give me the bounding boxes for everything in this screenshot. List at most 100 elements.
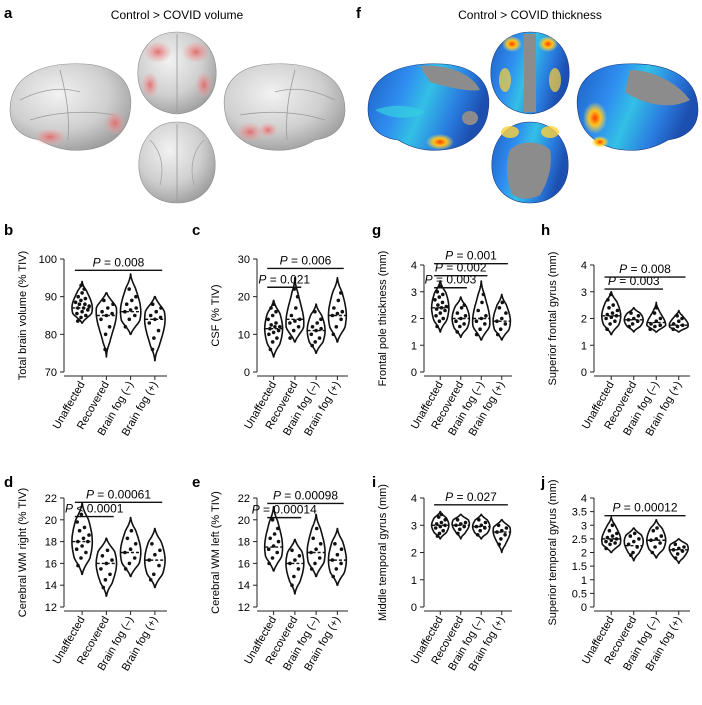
- data-point: [652, 311, 657, 315]
- data-point: [333, 542, 337, 546]
- y-tick-label: 16: [45, 558, 57, 570]
- data-point: [77, 302, 82, 307]
- data-point: [614, 537, 619, 541]
- brain-dorsal-colored: [491, 121, 569, 204]
- data-point: [653, 324, 657, 329]
- data-point: [483, 520, 488, 525]
- data-point: [147, 558, 151, 562]
- data-point: [478, 528, 483, 533]
- y-tick-label: 30: [238, 254, 250, 266]
- data-point: [76, 563, 80, 568]
- data-point: [271, 302, 276, 307]
- data-point: [157, 563, 161, 568]
- data-point: [271, 544, 276, 548]
- data-point: [270, 556, 275, 560]
- violin-j-3: [668, 538, 690, 565]
- data-point: [108, 572, 112, 577]
- y-tick-label: 80: [45, 329, 57, 341]
- data-point: [330, 313, 335, 318]
- data-point: [632, 531, 637, 536]
- data-point: [84, 313, 88, 318]
- brain-lateral-right-colored: [576, 63, 699, 151]
- data-point: [76, 319, 80, 323]
- data-point: [459, 306, 464, 310]
- data-point: [434, 522, 439, 526]
- data-point: [631, 550, 635, 555]
- data-point: [673, 556, 678, 560]
- data-point: [152, 336, 156, 340]
- data-point: [455, 311, 460, 315]
- data-point: [604, 546, 608, 551]
- data-point: [309, 332, 314, 337]
- y-tick-label: 0: [581, 602, 587, 614]
- data-point: [611, 303, 615, 307]
- y-tick-label: 2: [411, 314, 417, 326]
- data-point: [123, 325, 128, 329]
- brain-lateral-right-gray: [223, 63, 346, 151]
- data-point: [77, 528, 82, 533]
- data-point: [127, 561, 132, 566]
- data-point: [483, 322, 487, 326]
- data-point: [270, 518, 275, 522]
- data-point: [290, 583, 294, 587]
- data-point: [331, 332, 336, 337]
- data-point: [270, 313, 275, 318]
- data-point: [86, 539, 90, 544]
- data-point: [87, 304, 91, 308]
- y-tick-label: 0: [411, 602, 417, 614]
- violin-b-1: [95, 292, 118, 358]
- y-tick-label: 18: [45, 537, 57, 549]
- data-point: [133, 313, 137, 318]
- data-point: [289, 313, 294, 318]
- data-point: [479, 316, 484, 321]
- y-tick-label: 3: [411, 287, 417, 299]
- brain-dorsal-gray: [138, 121, 216, 204]
- y-axis-label: CSF (% TIV): [210, 284, 222, 346]
- data-point: [437, 295, 442, 299]
- y-tick-label: 1.5: [572, 561, 587, 573]
- panel-letter-i: i: [372, 474, 376, 491]
- data-point: [274, 309, 278, 314]
- data-point: [463, 520, 468, 525]
- data-point: [462, 322, 466, 326]
- data-point: [479, 523, 484, 528]
- y-tick-label: 4: [581, 260, 587, 272]
- data-point: [604, 539, 608, 544]
- data-point: [649, 538, 653, 542]
- data-point: [462, 303, 467, 307]
- y-tick-label: 0: [411, 367, 417, 379]
- data-point: [677, 546, 681, 551]
- data-point: [504, 311, 508, 315]
- y-tick-label: 12: [238, 602, 250, 614]
- data-point: [627, 324, 631, 329]
- data-point: [440, 300, 445, 305]
- data-point: [147, 321, 152, 325]
- data-point: [483, 526, 487, 530]
- data-point: [443, 308, 447, 313]
- data-point: [454, 523, 458, 528]
- data-point: [105, 548, 110, 553]
- data-point: [309, 567, 314, 571]
- data-point: [437, 319, 442, 324]
- violin-d-2: [119, 516, 142, 578]
- y-tick-label: 1: [411, 340, 417, 352]
- data-point: [75, 311, 79, 316]
- data-point: [607, 306, 611, 310]
- data-point: [106, 306, 110, 310]
- data-point: [497, 542, 502, 547]
- data-point: [291, 328, 296, 333]
- data-point: [680, 323, 685, 328]
- y-tick-label: 12: [45, 602, 57, 614]
- data-point: [629, 311, 633, 315]
- y-axis-label: Cerebral WM right (% TIV): [17, 488, 29, 617]
- brain-ventral-gray: [137, 31, 217, 115]
- data-point: [455, 330, 460, 334]
- data-point: [436, 515, 441, 519]
- data-point: [626, 542, 631, 547]
- data-point: [456, 531, 460, 536]
- data-point: [267, 561, 271, 566]
- data-point: [123, 567, 128, 571]
- y-tick-label: 22: [238, 493, 250, 505]
